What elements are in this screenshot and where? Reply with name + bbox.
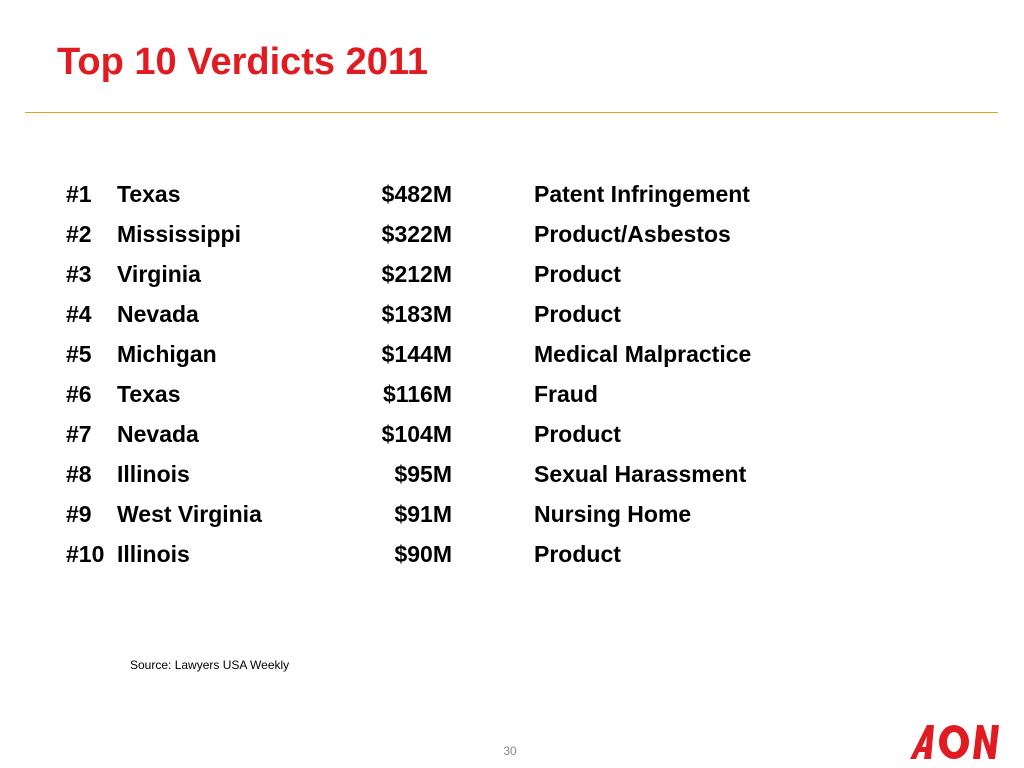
- list-item: #4 Nevada $183M Product: [66, 294, 826, 334]
- verdict-amount: $144M: [381, 341, 452, 367]
- list-item: #9 West Virginia $91M Nursing Home: [66, 494, 826, 534]
- verdict-rank: #9: [66, 501, 92, 527]
- list-item: #2 Mississippi $322M Product/Asbestos: [66, 214, 826, 254]
- verdict-state: Texas: [117, 381, 181, 407]
- verdict-state: Illinois: [117, 541, 190, 567]
- verdict-state: Michigan: [117, 341, 217, 367]
- list-item: #8 Illinois $95M Sexual Harassment: [66, 454, 826, 494]
- verdict-type: Sexual Harassment: [534, 461, 747, 487]
- verdict-amount: $91M: [394, 501, 452, 527]
- page-number: 30: [503, 744, 517, 758]
- verdict-type: Fraud: [534, 381, 598, 407]
- verdict-amount: $212M: [381, 261, 452, 287]
- verdict-list: #1 Texas $482M Patent Infringement #2 Mi…: [66, 174, 826, 574]
- verdict-type: Product: [534, 541, 621, 567]
- verdict-state: West Virginia: [117, 501, 262, 527]
- aon-logo: [910, 725, 999, 759]
- verdict-rank: #6: [66, 381, 92, 407]
- verdict-type: Product/Asbestos: [534, 221, 731, 247]
- title-divider: [25, 112, 998, 113]
- list-item: #6 Texas $116M Fraud: [66, 374, 826, 414]
- verdict-state: Nevada: [117, 301, 199, 327]
- list-item: #3 Virginia $212M Product: [66, 254, 826, 294]
- verdict-amount: $183M: [381, 301, 452, 327]
- verdict-amount: $95M: [394, 461, 452, 487]
- list-item: #10 Illinois $90M Product: [66, 534, 826, 574]
- list-item: #1 Texas $482M Patent Infringement: [66, 174, 826, 214]
- verdict-type: Product: [534, 261, 621, 287]
- source-note: Source: Lawyers USA Weekly: [130, 658, 290, 672]
- verdict-state: Texas: [117, 181, 181, 207]
- verdict-state: Nevada: [117, 421, 199, 447]
- verdict-type: Patent Infringement: [534, 181, 750, 207]
- page-title: Top 10 Verdicts 2011: [57, 41, 429, 83]
- verdict-rank: #4: [66, 301, 92, 327]
- verdict-rank: #5: [66, 341, 92, 367]
- verdict-rank: #3: [66, 261, 92, 287]
- verdict-state: Virginia: [117, 261, 201, 287]
- list-item: #7 Nevada $104M Product: [66, 414, 826, 454]
- verdict-rank: #10: [66, 541, 105, 567]
- verdict-type: Nursing Home: [534, 501, 692, 527]
- verdict-amount: $482M: [381, 181, 452, 207]
- verdict-state: Illinois: [117, 461, 190, 487]
- verdict-state: Mississippi: [117, 221, 241, 247]
- verdict-type: Product: [534, 301, 621, 327]
- verdict-rank: #7: [66, 421, 92, 447]
- verdict-rank: #8: [66, 461, 92, 487]
- list-item: #5 Michigan $144M Medical Malpractice: [66, 334, 826, 374]
- verdict-rank: #2: [66, 221, 92, 247]
- verdict-amount: $104M: [381, 421, 452, 447]
- verdict-type: Product: [534, 421, 621, 447]
- verdict-rank: #1: [66, 181, 92, 207]
- verdict-amount: $116M: [382, 381, 452, 407]
- verdict-type: Medical Malpractice: [534, 341, 752, 367]
- verdict-amount: $90M: [394, 541, 452, 567]
- verdict-amount: $322M: [381, 221, 452, 247]
